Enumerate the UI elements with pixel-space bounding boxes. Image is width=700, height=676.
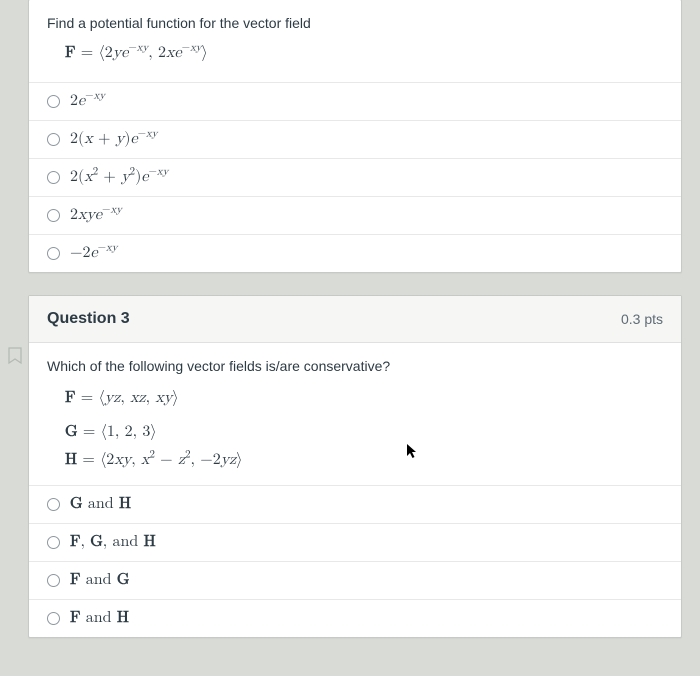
choice-label: F and G <box>70 571 129 590</box>
radio-icon[interactable] <box>47 574 60 587</box>
q2-prompt-text: Find a potential function for the vector… <box>47 14 663 33</box>
answer-choice[interactable]: −2e−xy <box>29 234 681 272</box>
choice-label: 2xye−xy <box>70 206 122 225</box>
q3-choices: G and H F, G, and H F and G F and H <box>29 485 681 637</box>
radio-icon[interactable] <box>47 95 60 108</box>
q3-prompt: Which of the following vector fields is/… <box>29 343 681 485</box>
radio-icon[interactable] <box>47 498 60 511</box>
choice-label: 2e−xy <box>70 92 105 111</box>
answer-choice[interactable]: 2(x + y)e−xy <box>29 120 681 158</box>
answer-choice[interactable]: F and G <box>29 561 681 599</box>
question-3-card: Question 3 0.3 pts Which of the followin… <box>28 295 682 638</box>
radio-icon[interactable] <box>47 612 60 625</box>
answer-choice[interactable]: 2e−xy <box>29 83 681 120</box>
q2-field: F = ⟨2ye−xy, 2xe−xy⟩ <box>65 43 663 65</box>
choice-label: F, G, and H <box>70 533 156 552</box>
radio-icon[interactable] <box>47 133 60 146</box>
choice-label: F and H <box>70 609 129 628</box>
radio-icon[interactable] <box>47 171 60 184</box>
q3-eq-G: G = ⟨1, 2, 3⟩ <box>65 422 663 444</box>
q3-eq-H: H = ⟨2xy, x2 − z2, −2yz⟩ <box>65 450 663 472</box>
q2-choices: 2e−xy 2(x + y)e−xy 2(x2 + y2)e−xy 2xye−xy −2… <box>29 82 681 272</box>
q3-prompt-text: Which of the following vector fields is/… <box>47 357 663 376</box>
radio-icon[interactable] <box>47 209 60 222</box>
q3-title: Question 3 <box>47 310 130 328</box>
question-2-card: Find a potential function for the vector… <box>28 0 682 273</box>
radio-icon[interactable] <box>47 247 60 260</box>
radio-icon[interactable] <box>47 536 60 549</box>
choice-label: 2(x + y)e−xy <box>70 130 158 149</box>
answer-choice[interactable]: F and H <box>29 599 681 637</box>
q2-prompt: Find a potential function for the vector… <box>29 0 681 82</box>
q3-points: 0.3 pts <box>621 311 663 327</box>
choice-label: −2e−xy <box>70 244 118 263</box>
answer-choice[interactable]: F, G, and H <box>29 523 681 561</box>
cursor-icon <box>407 444 419 460</box>
q3-header: Question 3 0.3 pts <box>29 296 681 343</box>
choice-label: G and H <box>70 495 131 514</box>
q3-equations: F = ⟨yz, xz, xy⟩ G = ⟨1, 2, 3⟩ H = ⟨2xy,… <box>47 388 663 471</box>
bookmark-icon[interactable] <box>7 347 23 365</box>
q3-eq-F: F = ⟨yz, xz, xy⟩ <box>65 388 663 410</box>
choice-label: 2(x2 + y2)e−xy <box>70 168 168 187</box>
answer-choice[interactable]: 2(x2 + y2)e−xy <box>29 158 681 196</box>
answer-choice[interactable]: G and H <box>29 486 681 523</box>
answer-choice[interactable]: 2xye−xy <box>29 196 681 234</box>
